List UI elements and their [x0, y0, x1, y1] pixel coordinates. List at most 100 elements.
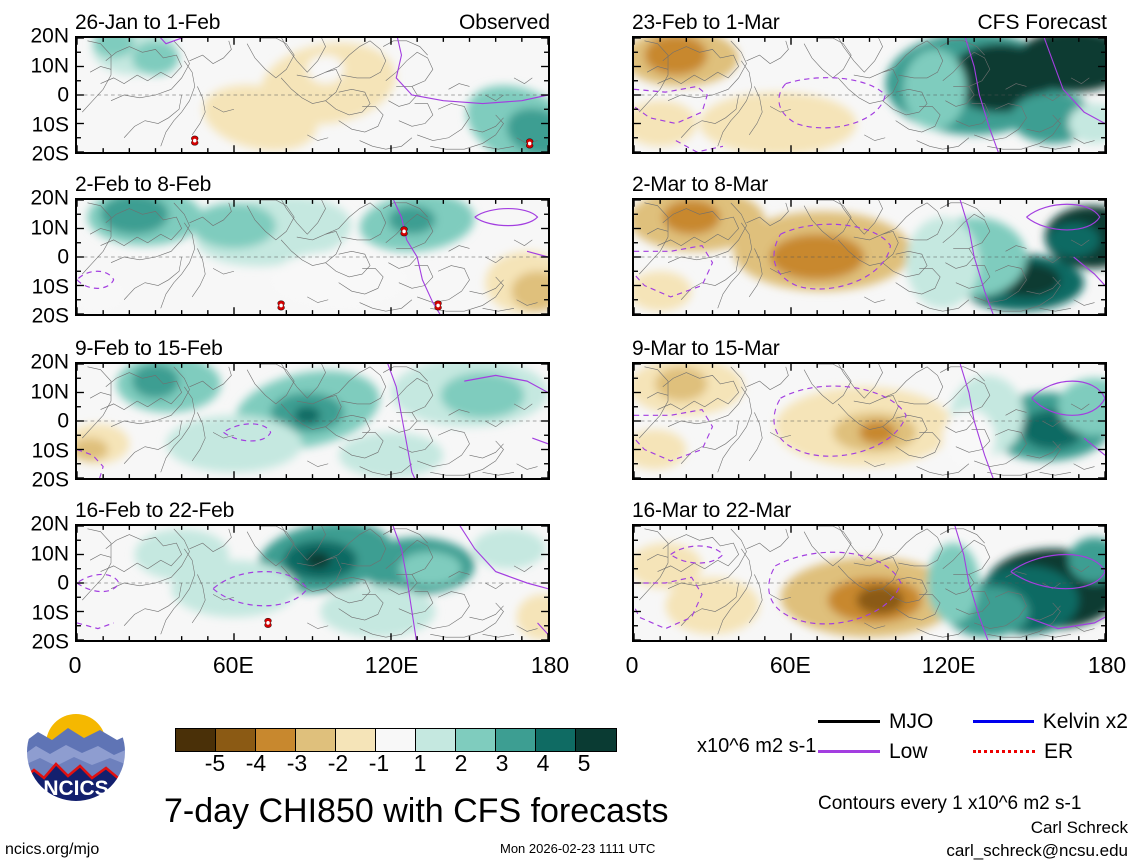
- coastlines: [82, 526, 538, 638]
- panel-title: 9-Feb to 15-Feb: [75, 337, 223, 360]
- y-axis-label: 0: [57, 245, 69, 269]
- panel-title: 26-Jan to 1-Feb: [75, 11, 221, 34]
- x-axis-label: 180: [530, 652, 570, 678]
- contour-note: Contours every 1 x10^6 m2 s-1: [818, 793, 1082, 814]
- legend-swatch-line: [973, 719, 1034, 723]
- y-axis-label: 10N: [30, 216, 69, 239]
- colorbar-swatch: [536, 729, 576, 751]
- map-field: [634, 38, 1105, 152]
- panel-kind-label: Observed: [458, 11, 550, 34]
- colorbar-tick-label: 2: [454, 750, 468, 776]
- y-axis-label: 10S: [31, 601, 69, 624]
- colorbar-swatch: [456, 729, 496, 751]
- map-field: [77, 38, 548, 152]
- legend-label: ER: [1044, 739, 1074, 763]
- low-contours: [634, 364, 1105, 478]
- y-axis-label: 0: [57, 83, 69, 107]
- storm-markers: [191, 135, 534, 149]
- colorbar-tick-label: -5: [204, 750, 226, 776]
- x-axis-label: 0: [625, 652, 639, 678]
- map-box: [632, 524, 1107, 642]
- y-axis-label: 20N: [30, 512, 69, 536]
- x-axis-label: 180: [1087, 652, 1127, 678]
- colorbar-tick-label: 1: [413, 750, 427, 776]
- map-overlay: [634, 526, 1105, 640]
- panel-title: 16-Mar to 22-Mar: [632, 499, 792, 522]
- colorbar-tick-label: -1: [368, 750, 390, 776]
- y-axis-label: 0: [57, 409, 69, 433]
- panel-title: 2-Mar to 8-Mar: [632, 173, 769, 196]
- low-contours: [634, 38, 1105, 152]
- y-axis-label: 20S: [31, 630, 69, 654]
- author-name: Carl Schreck: [1030, 818, 1128, 837]
- colorbar-swatch: [496, 729, 536, 751]
- coastlines: [639, 364, 1095, 476]
- map-box: [75, 36, 550, 154]
- colorbar-swatch: [336, 729, 376, 751]
- colorbar-swatch: [296, 729, 336, 751]
- low-contours: [77, 200, 548, 314]
- colorbar-swatch: [416, 729, 456, 751]
- colorbar-swatch: [576, 729, 616, 751]
- legend-swatch-line: [973, 749, 1035, 753]
- x-axis-label: 0: [68, 652, 82, 678]
- y-axis-label: 10N: [30, 542, 69, 565]
- colorbar-swatch: [176, 729, 216, 751]
- colorbar-tick-label: -3: [286, 750, 308, 776]
- y-axis-label: 20S: [31, 304, 69, 328]
- y-axis-label: 10S: [31, 275, 69, 298]
- storm-markers: [264, 617, 272, 628]
- colorbar-tick-label: 3: [495, 750, 509, 776]
- y-axis-label: 10S: [31, 113, 69, 136]
- map-overlay: [77, 200, 548, 314]
- legend-item-kelvin-x2: Kelvin x2: [973, 711, 1128, 732]
- low-contours: [77, 526, 548, 640]
- map-box: [75, 198, 550, 316]
- x-axis-label: 120E: [921, 652, 976, 678]
- timestamp: Mon 2026-02-23 1111 UTC: [500, 841, 656, 856]
- x-axis-label: 60E: [769, 652, 811, 678]
- colorbar: [175, 728, 617, 752]
- y-axis-label: 10N: [30, 54, 69, 77]
- legend-label: Low: [889, 739, 928, 763]
- panel-title: 16-Feb to 22-Feb: [75, 499, 235, 522]
- coastlines: [82, 38, 538, 150]
- low-contours: [159, 38, 548, 105]
- map-overlay: [634, 200, 1105, 314]
- legend-row: MJO Kelvin x2: [818, 706, 1128, 736]
- colorbar-tick-label: 4: [536, 750, 550, 776]
- low-contours: [77, 364, 548, 478]
- legend-item-low: Low: [818, 741, 973, 762]
- ncics-logo-svg: NCICS: [25, 701, 127, 803]
- logo-text: NCICS: [43, 777, 108, 800]
- legend-item-mjo: MJO: [818, 711, 973, 732]
- ncics-logo: NCICS: [22, 700, 130, 804]
- author-email: carl_schreck@ncsu.edu: [946, 841, 1128, 860]
- panel-title: 9-Mar to 15-Mar: [632, 337, 780, 360]
- map-overlay: [634, 364, 1105, 478]
- low-contours: [634, 200, 1105, 314]
- panel-title: 23-Feb to 1-Mar: [632, 11, 780, 34]
- panel-title: 2-Feb to 8-Feb: [75, 173, 212, 196]
- map-overlay: [634, 38, 1105, 152]
- map-overlay: [77, 38, 548, 150]
- map-field: [634, 364, 1105, 478]
- colorbar-swatch: [376, 729, 416, 751]
- legend-swatch-line: [818, 749, 880, 753]
- x-axis-label: 120E: [364, 652, 419, 678]
- map-box: [632, 198, 1107, 316]
- y-axis-label: 10S: [31, 439, 69, 462]
- legend-item-er: ER: [973, 741, 1128, 762]
- panel-kind-label: CFS Forecast: [977, 11, 1107, 34]
- colorbar-tick-label: 5: [577, 750, 591, 776]
- map-field: [634, 526, 1105, 640]
- legend-row: Low ER: [818, 736, 1128, 766]
- y-axis-label: 10N: [30, 380, 69, 403]
- coastlines: [639, 200, 1095, 312]
- storm-markers: [277, 226, 442, 311]
- figure-title: 7-day CHI850 with CFS forecasts: [164, 792, 669, 830]
- y-axis-label: 0: [57, 571, 69, 595]
- wave-legend: MJO Kelvin x2 Low ER: [818, 706, 1128, 766]
- legend-label: Kelvin x2: [1042, 709, 1128, 733]
- legend-swatch-line: [818, 719, 880, 723]
